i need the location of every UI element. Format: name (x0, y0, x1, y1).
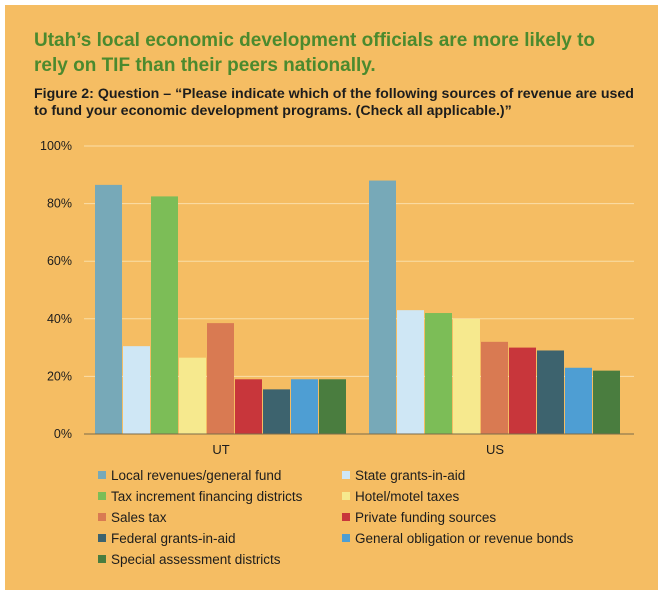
legend-swatch (98, 534, 106, 542)
legend-label: Special assessment districts (111, 551, 281, 567)
bar-ut-1 (123, 346, 150, 434)
bar-us-3 (453, 318, 480, 434)
y-tick-label: 80% (47, 197, 72, 211)
y-tick-label: 20% (47, 369, 72, 383)
legend-label: General obligation or revenue bonds (355, 530, 574, 546)
legend-label: Federal grants-in-aid (111, 530, 236, 546)
legend-swatch (98, 471, 106, 479)
bar-ut-8 (319, 379, 346, 434)
legend-item: Hotel/motel taxes (342, 488, 459, 504)
bar-ut-0 (95, 184, 122, 434)
legend-label: Private funding sources (355, 509, 497, 525)
legend-item: Tax increment financing districts (98, 488, 302, 504)
legend-item: Special assessment districts (98, 551, 281, 567)
bar-ut-3 (179, 357, 206, 434)
legend-swatch (98, 555, 106, 563)
bar-ut-7 (291, 379, 318, 434)
legend-label: Tax increment financing districts (111, 488, 303, 504)
legend-item: Local revenues/general fund (98, 467, 281, 483)
headline: Utah’s local economic development offici… (34, 30, 596, 76)
bar-us-2 (425, 313, 452, 434)
bar-ut-6 (263, 389, 290, 434)
bar-us-8 (593, 370, 620, 434)
legend-item: State grants-in-aid (342, 467, 465, 483)
legend-swatch (342, 534, 350, 542)
bar-ut-5 (235, 379, 262, 434)
bar-us-1 (397, 310, 424, 434)
x-tick-label: US (486, 442, 504, 457)
bar-ut-4 (207, 323, 234, 434)
bar-us-7 (565, 367, 592, 434)
figure-title: Figure 2: Question – “Please indicate wh… (34, 86, 634, 119)
bar-ut-2 (151, 196, 178, 434)
legend-swatch (342, 492, 350, 500)
legend-label: Sales tax (111, 509, 167, 525)
y-tick-label: 0% (54, 427, 72, 441)
legend-item: Sales tax (98, 509, 167, 525)
y-tick-label: 60% (47, 254, 72, 268)
bar-us-0 (369, 180, 396, 434)
legend-item: General obligation or revenue bonds (342, 530, 573, 546)
y-tick-label: 100% (40, 139, 72, 153)
bar-us-4 (481, 341, 508, 434)
bar-us-5 (509, 347, 536, 434)
y-axis-ticks: 0% 20% 40% 60% 80% 100% (40, 139, 72, 441)
x-tick-label: UT (212, 442, 229, 457)
legend-swatch (98, 513, 106, 521)
legend-item: Federal grants-in-aid (98, 530, 236, 546)
legend-label: Local revenues/general fund (111, 467, 282, 483)
legend-label: Hotel/motel taxes (355, 488, 460, 504)
bar-us-6 (537, 350, 564, 434)
bars (95, 180, 620, 434)
legend-swatch (98, 492, 106, 500)
legend-label: State grants-in-aid (355, 467, 466, 483)
x-axis: UT US (84, 433, 634, 457)
legend-swatch (342, 513, 350, 521)
legend-swatch (342, 471, 350, 479)
y-tick-label: 40% (47, 312, 72, 326)
legend-item: Private funding sources (342, 509, 496, 525)
